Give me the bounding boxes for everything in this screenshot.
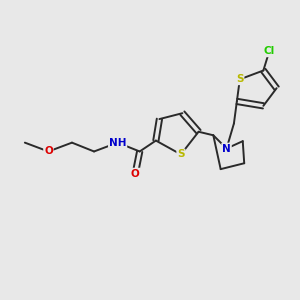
Text: N: N — [222, 143, 231, 154]
Text: O: O — [44, 146, 53, 157]
Text: Cl: Cl — [264, 46, 275, 56]
Text: NH: NH — [109, 138, 126, 148]
Text: S: S — [177, 149, 185, 159]
Text: S: S — [236, 74, 244, 84]
Text: O: O — [131, 169, 140, 178]
